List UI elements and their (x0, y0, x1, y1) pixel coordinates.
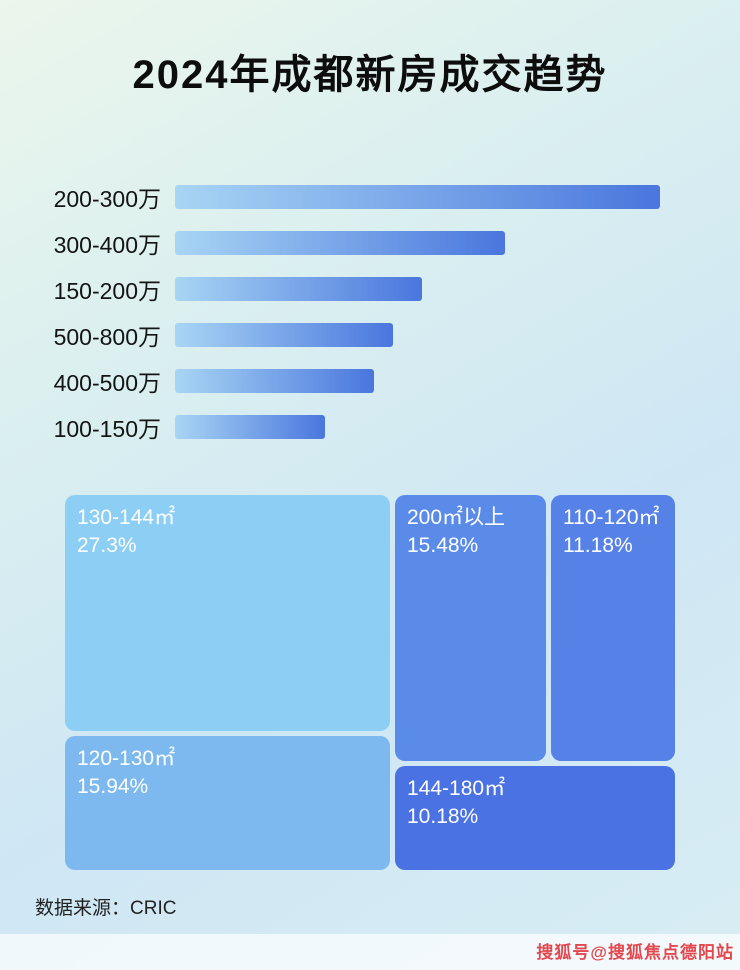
bar-row: 500-800万 (0, 312, 740, 358)
bar-category-label: 150-200万 (53, 278, 161, 304)
bar (175, 277, 423, 301)
treemap-value: 15.94% (77, 775, 149, 799)
bar-track (175, 415, 660, 439)
bar (175, 231, 505, 255)
bar (175, 185, 660, 209)
bar (175, 323, 394, 347)
bar-row: 150-200万 (0, 266, 740, 312)
treemap-value: 11.18% (563, 534, 633, 558)
bar-track (175, 369, 660, 393)
treemap-value: 15.48% (407, 534, 479, 558)
bar-row: 400-500万 (0, 358, 740, 404)
bar-category-label: 400-500万 (53, 370, 161, 396)
bar-category-label: 200-300万 (53, 186, 161, 212)
bar-category-label: 100-150万 (53, 416, 161, 442)
bar-track (175, 185, 660, 209)
treemap-block-200-plus: 200㎡以上 15.48% (395, 495, 546, 761)
treemap-label: 130-144㎡ (77, 506, 176, 529)
treemap-label: 120-130㎡ (77, 747, 176, 770)
treemap-value: 10.18% (407, 805, 479, 829)
treemap-block-120-130: 120-130㎡ 15.94% (65, 736, 390, 870)
bar-row: 200-300万 (0, 174, 740, 220)
bar-track (175, 231, 660, 255)
price-band-bar-chart: 200-300万 300-400万 150-200万 500-800万 400-… (0, 174, 740, 450)
bar (175, 415, 326, 439)
data-source-label: 数据来源：CRIC (35, 898, 177, 919)
treemap-label: 110-120㎡ (563, 506, 660, 529)
treemap-block-130-144: 130-144㎡ 27.3% (65, 495, 390, 731)
bar-category-label: 300-400万 (53, 232, 161, 258)
bar (175, 369, 374, 393)
bar-row: 300-400万 (0, 220, 740, 266)
bar-track (175, 323, 660, 347)
page-title: 2024年成都新房成交趋势 (132, 53, 608, 97)
treemap-label: 200㎡以上 (407, 506, 506, 529)
bottom-strip (0, 934, 740, 970)
treemap-value: 27.3% (77, 534, 137, 558)
treemap-block-144-180: 144-180㎡ 10.18% (395, 766, 675, 870)
bar-row: 100-150万 (0, 404, 740, 450)
bar-category-label: 500-800万 (53, 324, 161, 350)
treemap-label: 144-180㎡ (407, 777, 506, 800)
bar-track (175, 277, 660, 301)
treemap-block-110-120: 110-120㎡ 11.18% (551, 495, 675, 761)
area-band-treemap: 130-144㎡ 27.3% 120-130㎡ 15.94% 200㎡以上 15… (65, 495, 675, 870)
watermark: 搜狐号@搜狐焦点德阳站 (536, 943, 734, 962)
